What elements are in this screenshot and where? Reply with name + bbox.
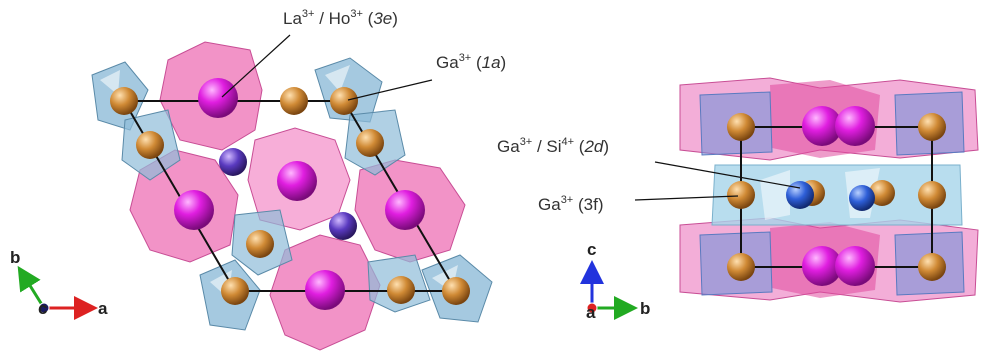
ga-atom [442, 277, 470, 305]
ga-atom [246, 230, 274, 258]
label-ga-3f: Ga3+ (3f) [538, 194, 603, 214]
tetrahedron-facet [325, 65, 350, 92]
ga-atom [280, 87, 308, 115]
ga-atom [221, 277, 249, 305]
leader-line [654, 161, 801, 189]
la-ho-atom [277, 161, 317, 201]
right-structure-view: Ga3+ / Si4+ (2d) Ga3+ (3f) b c a [497, 77, 979, 322]
la-ho-atom [385, 190, 425, 230]
axis-a-label: a [98, 299, 108, 318]
ga-atom [918, 253, 946, 281]
ga-si-atom [219, 148, 247, 176]
la-ho-atom [198, 78, 238, 118]
leader-line [347, 79, 433, 101]
right-axis-triad: b c a [580, 240, 650, 322]
leader-line [221, 34, 291, 98]
axis-b-arrow [17, 265, 46, 309]
ga-atom [387, 276, 415, 304]
label-ga-si-2d: Ga3+ / Si4+ (2d) [497, 136, 609, 156]
axis-c-origin [38, 302, 50, 314]
la-ho-atom [305, 270, 345, 310]
ga-atom [918, 181, 946, 209]
ga-atom [356, 129, 384, 157]
axis-c-label: c [587, 240, 596, 259]
label-ga-1a: Ga3+ (1a) [436, 52, 506, 72]
ga-si-atom [786, 181, 814, 209]
si-atom [849, 185, 875, 211]
ga-atom [869, 180, 895, 206]
la-ho-atom [835, 106, 875, 146]
label-la-ho-3e: La3+ / Ho3+ (3e) [283, 8, 398, 28]
la-ho-atom [174, 190, 214, 230]
axis-b-label: b [640, 299, 650, 318]
axis-b-label: b [10, 248, 20, 267]
ga-si-atom [329, 212, 357, 240]
la-ho-atom [835, 246, 875, 286]
ga-atom [110, 87, 138, 115]
ga-atom [727, 113, 755, 141]
la-ho-atom [802, 246, 842, 286]
axis-a-origin [586, 302, 598, 314]
ga-atom [727, 253, 755, 281]
ga-atom [330, 87, 358, 115]
la-ho-atom [802, 106, 842, 146]
ga-atom [136, 131, 164, 159]
ga-atom [727, 181, 755, 209]
left-axis-triad: a b c [10, 248, 108, 320]
left-structure-view: La3+ / Ho3+ (3e) Ga3+ (1a) a b c [10, 8, 506, 351]
ga-atom [918, 113, 946, 141]
axis-a-label: a [586, 303, 596, 322]
axis-c-label: c [38, 299, 47, 318]
tetrahedron-facet [100, 70, 120, 95]
leader-line [634, 195, 739, 201]
